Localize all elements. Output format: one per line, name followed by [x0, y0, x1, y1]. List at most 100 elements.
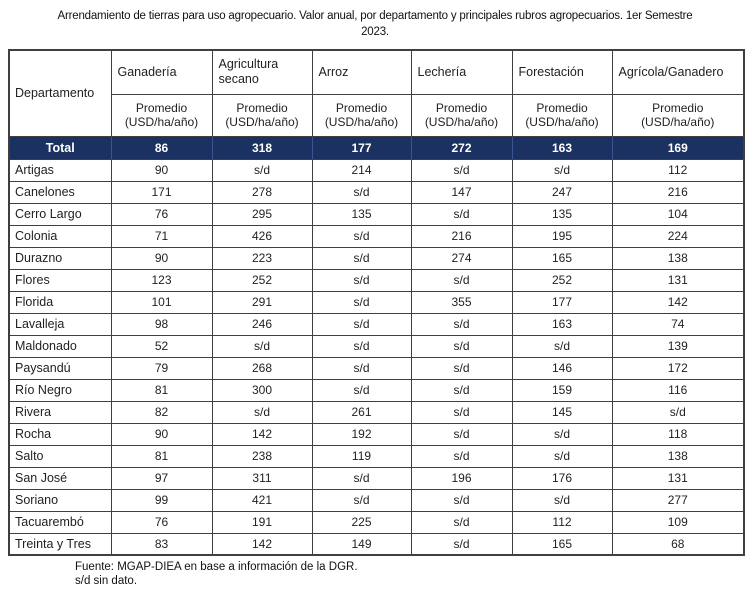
value-cell: s/d: [211, 400, 313, 424]
column-header-forestacion: Forestación: [511, 49, 613, 95]
value-cell: 165: [511, 246, 613, 270]
corner-header-departamento: Departamento: [8, 49, 112, 137]
value-cell: 216: [611, 180, 745, 204]
value-cell: 76: [110, 510, 213, 534]
value-cell: 90: [110, 422, 213, 446]
value-cell: s/d: [410, 202, 513, 226]
value-cell: s/d: [410, 268, 513, 292]
value-cell: 300: [211, 378, 313, 402]
table-row: Maldonado 52 s/d s/d s/d s/d 139: [8, 334, 745, 358]
value-cell: 214: [311, 158, 412, 182]
value-cell: 139: [611, 334, 745, 358]
table-row: Artigas 90 s/d 214 s/d s/d 112: [8, 158, 745, 182]
department-name: Cerro Largo: [8, 202, 112, 226]
value-cell: 149: [311, 532, 412, 556]
value-cell: 261: [311, 400, 412, 424]
value-cell: 195: [511, 224, 613, 248]
table-row: San José 97 311 s/d 196 176 131: [8, 466, 745, 490]
value-cell: 116: [611, 378, 745, 402]
table-header: Departamento Ganadería Agricultura secano…: [8, 49, 745, 137]
department-name: Florida: [8, 290, 112, 314]
table-row: Río Negro 81 300 s/d s/d 159 116: [8, 378, 745, 402]
value-cell: 131: [611, 466, 745, 490]
unit-header-lecheria: Promedio (USD/ha/año): [410, 93, 513, 137]
value-cell: 159: [511, 378, 613, 402]
value-cell: 119: [311, 444, 412, 468]
document-page: Arrendamiento de tierras para uso agrope…: [0, 8, 750, 602]
table-row: Rocha 90 142 192 s/d s/d 118: [8, 422, 745, 446]
value-cell: s/d: [410, 334, 513, 358]
footnote: Fuente: MGAP-DIEA en base a información …: [75, 560, 750, 588]
value-cell: 81: [110, 378, 213, 402]
value-cell: 118: [611, 422, 745, 446]
value-cell: 82: [110, 400, 213, 424]
value-cell: 135: [311, 202, 412, 226]
value-cell: 246: [211, 312, 313, 336]
unit-header-ganaderia: Promedio (USD/ha/año): [110, 93, 213, 137]
unit-header-agricola-ganadero: Promedio (USD/ha/año): [611, 93, 745, 137]
value-cell: 169: [611, 135, 745, 160]
value-cell: 318: [211, 135, 313, 160]
value-cell: 272: [410, 135, 513, 160]
value-cell: s/d: [311, 224, 412, 248]
value-cell: s/d: [311, 268, 412, 292]
header-row-categories: Departamento Ganadería Agricultura secano…: [8, 49, 745, 137]
value-cell: 81: [110, 444, 213, 468]
value-cell: 252: [211, 268, 313, 292]
value-cell: 68: [611, 532, 745, 556]
table-row: Canelones 171 278 s/d 147 247 216: [8, 180, 745, 204]
value-cell: 98: [110, 312, 213, 336]
department-name: Artigas: [8, 158, 112, 182]
value-cell: 311: [211, 466, 313, 490]
table-row: Lavalleja 98 246 s/d s/d 163 74: [8, 312, 745, 336]
value-cell: 104: [611, 202, 745, 226]
value-cell: 177: [311, 135, 412, 160]
table-row: Cerro Largo 76 295 135 s/d 135 104: [8, 202, 745, 226]
value-cell: 177: [511, 290, 613, 314]
table-row: Treinta y Tres 83 142 149 s/d 165 68: [8, 532, 745, 556]
value-cell: 83: [110, 532, 213, 556]
data-table: Departamento Ganadería Agricultura secano…: [8, 49, 745, 556]
value-cell: 97: [110, 466, 213, 490]
department-name: Durazno: [8, 246, 112, 270]
value-cell: 145: [511, 400, 613, 424]
value-cell: 138: [611, 444, 745, 468]
value-cell: 131: [611, 268, 745, 292]
table-row: Salto 81 238 119 s/d s/d 138: [8, 444, 745, 468]
value-cell: 291: [211, 290, 313, 314]
department-name: Rocha: [8, 422, 112, 446]
unit-header-agricultura-secano: Promedio (USD/ha/año): [211, 93, 313, 137]
value-cell: s/d: [410, 400, 513, 424]
value-cell: s/d: [311, 334, 412, 358]
header-row-units: Promedio (USD/ha/año) Promedio (USD/ha/añ…: [9, 93, 745, 137]
value-cell: 268: [211, 356, 313, 380]
value-cell: s/d: [311, 378, 412, 402]
value-cell: s/d: [311, 356, 412, 380]
table-row: Soriano 99 421 s/d s/d s/d 277: [8, 488, 745, 512]
column-header-agricola-ganadero: Agrícola/Ganadero: [611, 49, 745, 95]
value-cell: 172: [611, 356, 745, 380]
value-cell: 112: [511, 510, 613, 534]
table-row: Durazno 90 223 s/d 274 165 138: [8, 246, 745, 270]
value-cell: s/d: [311, 488, 412, 512]
legend-note: s/d sin dato.: [75, 575, 138, 587]
unit-header-arroz: Promedio (USD/ha/año): [311, 93, 412, 137]
value-cell: 147: [410, 180, 513, 204]
value-cell: s/d: [311, 180, 412, 204]
value-cell: 90: [110, 158, 213, 182]
table-body: Total 86 318 177 272 163 169 Artigas 90 s/d 214 s/d…: [8, 135, 745, 556]
department-name: Río Negro: [8, 378, 112, 402]
value-cell: 99: [110, 488, 213, 512]
total-row: Total 86 318 177 272 163 169: [8, 135, 745, 160]
value-cell: s/d: [410, 422, 513, 446]
value-cell: 247: [511, 180, 613, 204]
value-cell: 79: [110, 356, 213, 380]
value-cell: 216: [410, 224, 513, 248]
value-cell: 225: [311, 510, 412, 534]
value-cell: 138: [611, 246, 745, 270]
value-cell: 142: [611, 290, 745, 314]
value-cell: 277: [611, 488, 745, 512]
table-row: Paysandú 79 268 s/d s/d 146 172: [8, 356, 745, 380]
value-cell: 191: [211, 510, 313, 534]
value-cell: 109: [611, 510, 745, 534]
